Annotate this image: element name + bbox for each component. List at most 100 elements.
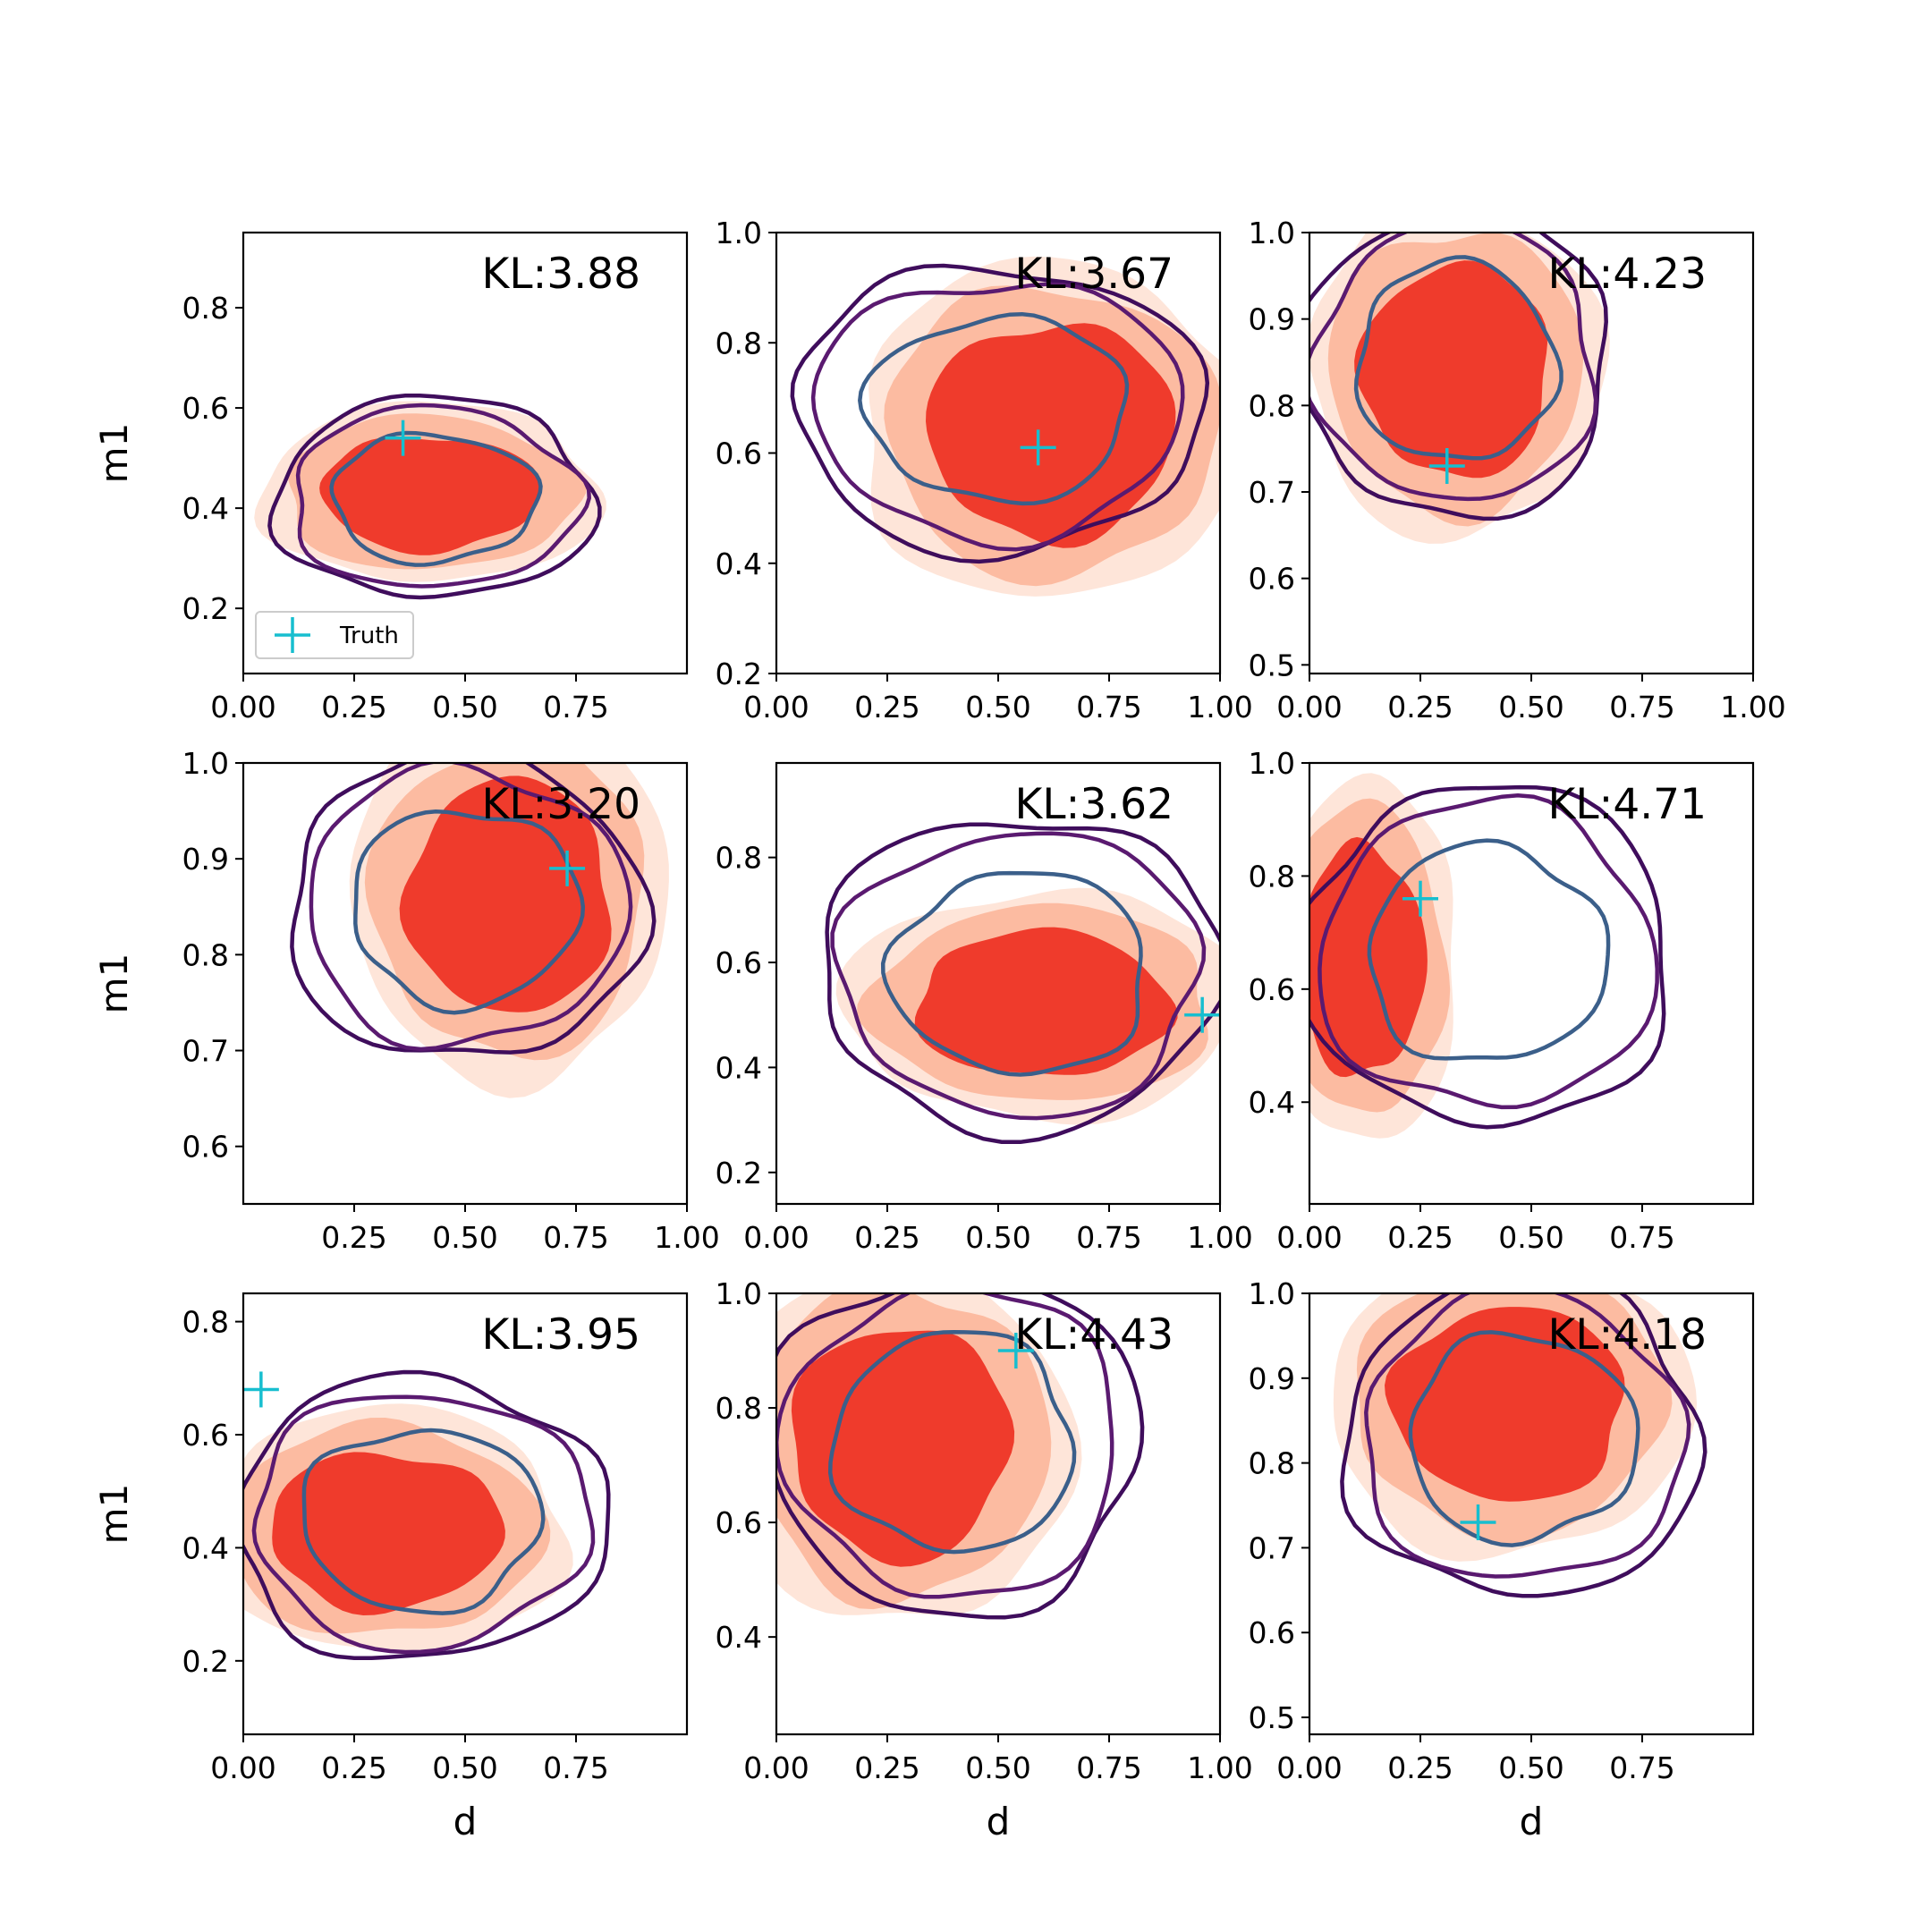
kl-annotation: KL:3.95 xyxy=(482,1310,641,1360)
contour-line-1 xyxy=(825,822,1220,1145)
y-axis-label: m1 xyxy=(92,423,136,484)
x-tick-label: 0.25 xyxy=(854,1750,919,1785)
truth-marker xyxy=(1184,996,1221,1033)
y-tick-label: 0.4 xyxy=(1249,1085,1295,1120)
y-tick-label: 0.2 xyxy=(716,1156,762,1191)
y-tick-label: 0.9 xyxy=(182,842,229,877)
x-tick-label: 0.00 xyxy=(1276,690,1342,724)
x-tick-label: 0.75 xyxy=(1076,1220,1141,1255)
contour-line-2 xyxy=(1318,793,1659,1110)
y-tick-label: 0.8 xyxy=(182,1305,229,1340)
kl-annotation: KL:4.43 xyxy=(1015,1310,1174,1360)
x-tick-label: 0.75 xyxy=(1609,1750,1674,1785)
plot-area xyxy=(290,763,669,1098)
x-tick-label: 0.75 xyxy=(543,690,608,724)
x-tick-label: 0.50 xyxy=(1498,1220,1563,1255)
x-tick-label: 0.50 xyxy=(1498,1750,1563,1785)
contour-line-2 xyxy=(309,763,633,1052)
kl-annotation: KL:3.62 xyxy=(1015,780,1174,829)
x-tick-label: 0.50 xyxy=(965,1750,1030,1785)
x-tick-label: 0.25 xyxy=(321,690,386,724)
kl-annotation: KL:4.71 xyxy=(1548,780,1707,829)
y-tick-label: 0.8 xyxy=(182,937,229,972)
subplot-7: 0.00 0.25 0.50 0.75 0.2 0.4 0.6 0.8 KL:3.95 m1 d xyxy=(92,1292,689,1843)
contour-line-3 xyxy=(827,1330,1077,1555)
x-tick-label: 0.25 xyxy=(1387,690,1453,724)
plot-area xyxy=(1309,233,1610,544)
y-axis-label: m1 xyxy=(92,1484,136,1545)
x-tick-label: 1.00 xyxy=(1187,690,1252,724)
plot-area xyxy=(243,1369,611,1661)
y-tick-label: 0.9 xyxy=(1249,302,1295,337)
x-tick-label: 0.00 xyxy=(743,690,809,724)
contour-line-1 xyxy=(290,763,657,1055)
contour-line-1 xyxy=(1309,233,1608,521)
x-tick-label: 1.00 xyxy=(1720,690,1785,724)
x-tick-label: 0.50 xyxy=(965,690,1030,724)
x-tick-label: 0.25 xyxy=(1387,1750,1453,1785)
y-tick-label: 1.0 xyxy=(716,1276,762,1311)
subplot-9: 0.00 0.25 0.50 0.75 0.5 0.6 0.7 0.8 0.9 1.0 KL:4.1… xyxy=(1249,1276,1755,1843)
y-tick-label: 0.2 xyxy=(182,1644,229,1679)
kl-annotation: KL:3.20 xyxy=(482,780,641,829)
truth-marker xyxy=(385,419,421,456)
x-tick-label: 0.50 xyxy=(432,1750,497,1785)
y-tick-label: 0.5 xyxy=(1249,648,1295,682)
y-tick-label: 0.6 xyxy=(716,436,762,471)
subplot-5: 0.00 0.25 0.50 0.75 1.00 0.2 0.4 0.6 0.8 KL:3.62 xyxy=(716,761,1253,1255)
contour-line-3 xyxy=(1367,838,1611,1061)
truth-marker xyxy=(1428,448,1465,484)
y-tick-label: 0.6 xyxy=(716,945,762,980)
density-fill-level-3 xyxy=(1354,260,1547,479)
legend-box xyxy=(255,611,414,659)
x-tick-label: 1.00 xyxy=(1187,1750,1252,1785)
legend-label: Truth xyxy=(339,623,399,649)
subplot-2: 0.00 0.25 0.50 0.75 1.00 0.2 0.4 0.6 0.8 1.0 KL:3.… xyxy=(716,216,1253,724)
legend: Truth xyxy=(255,611,414,659)
contour-line-3 xyxy=(858,311,1130,506)
y-tick-label: 0.8 xyxy=(182,291,229,326)
plot-area xyxy=(1333,1293,1707,1598)
y-tick-label: 0.9 xyxy=(1249,1361,1295,1396)
density-fill-level-3 xyxy=(926,323,1176,548)
plot-area xyxy=(776,1293,1145,1620)
subplot-1: 0.00 0.25 0.50 0.75 0.2 0.4 0.6 0.8 KL:3.88 m1 Tru… xyxy=(92,231,689,724)
y-axis-label: m1 xyxy=(92,953,136,1014)
x-tick-label: 0.50 xyxy=(432,1220,497,1255)
y-tick-label: 0.6 xyxy=(716,1505,762,1540)
x-tick-label: 0.50 xyxy=(432,690,497,724)
contour-line-2 xyxy=(295,402,591,589)
subplot-8: 0.00 0.25 0.50 0.75 1.00 0.4 0.6 0.8 1.0 KL:4.43 d xyxy=(716,1276,1253,1843)
x-tick-label: 0.25 xyxy=(854,690,919,724)
plot-area xyxy=(790,256,1220,597)
y-tick-label: 0.8 xyxy=(716,326,762,360)
contour-line-3 xyxy=(880,870,1143,1077)
density-fill-level-3 xyxy=(791,1330,1015,1567)
x-tick-label: 0.25 xyxy=(1387,1220,1453,1255)
contour-line-1 xyxy=(790,263,1210,564)
contour-line-2 xyxy=(810,282,1185,552)
subplot-4: 0.25 0.50 0.75 1.00 0.6 0.7 0.8 0.9 1.0 KL:3.20 m1 xyxy=(92,746,720,1255)
kl-annotation: KL:4.18 xyxy=(1548,1310,1707,1360)
contour-line-2 xyxy=(1364,1293,1691,1579)
y-tick-label: 0.7 xyxy=(1249,1530,1295,1565)
y-tick-label: 0.7 xyxy=(1249,475,1295,510)
x-tick-label: 0.75 xyxy=(543,1220,608,1255)
x-tick-label: 0.00 xyxy=(743,1220,809,1255)
x-axis-label: d xyxy=(987,1800,1011,1843)
y-tick-label: 1.0 xyxy=(182,746,229,781)
plot-area xyxy=(825,822,1220,1145)
plot-area xyxy=(1309,773,1666,1139)
contour-line-1 xyxy=(1309,784,1666,1130)
x-tick-label: 0.25 xyxy=(321,1220,386,1255)
y-tick-label: 0.8 xyxy=(1249,859,1295,894)
contour-line-2 xyxy=(251,1394,596,1655)
y-tick-label: 0.5 xyxy=(1249,1700,1295,1735)
x-axis-label: d xyxy=(453,1800,478,1843)
kl-annotation: KL:3.88 xyxy=(482,250,641,299)
x-tick-label: 0.75 xyxy=(1609,1220,1674,1255)
x-tick-label: 0.00 xyxy=(743,1750,809,1785)
x-tick-label: 0.75 xyxy=(1076,1750,1141,1785)
x-tick-label: 0.00 xyxy=(210,1750,275,1785)
